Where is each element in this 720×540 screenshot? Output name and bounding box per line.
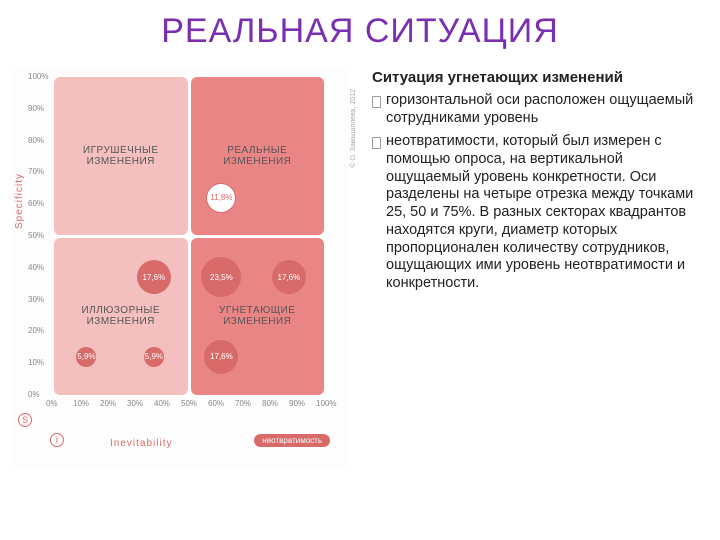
axis-label-y: Specificity [14, 173, 25, 229]
chart-column: © О. Замышляева, 2012 ИГРУШЕЧНЫЕИЗМЕНЕНИ… [10, 69, 360, 469]
chart-credit: © О. Замышляева, 2012 [350, 89, 357, 168]
chart-plot: ИГРУШЕЧНЫЕИЗМЕНЕНИЯ РЕАЛЬНЫЕИЗМЕНЕНИЯ ИЛЛЮ… [54, 77, 324, 395]
y-tick: 20% [28, 326, 44, 335]
chart-bubble: 5,9% [144, 347, 164, 367]
quadrant-bl: ИЛЛЮЗОРНЫЕИЗМЕНЕНИЯ [54, 238, 188, 396]
y-tick: 40% [28, 263, 44, 272]
quadrant-tl: ИГРУШЕЧНЫЕИЗМЕНЕНИЯ [54, 77, 188, 235]
chart-bubble: 17,6% [204, 340, 238, 374]
x-tick: 20% [100, 399, 116, 408]
x-tick: 40% [154, 399, 170, 408]
quadrant-tr: РЕАЛЬНЫЕИЗМЕНЕНИЯ [191, 77, 325, 235]
axis-badge-x: I [50, 433, 64, 447]
y-tick: 10% [28, 358, 44, 367]
y-tick: 70% [28, 167, 44, 176]
x-tick: 100% [316, 399, 336, 408]
content-row: © О. Замышляева, 2012 ИГРУШЕЧНЫЕИЗМЕНЕНИ… [0, 51, 720, 469]
chart-bubble: 17,6% [272, 260, 306, 294]
text-column: Ситуация угнетающих изменений горизонтал… [360, 69, 706, 469]
x-tick: 50% [181, 399, 197, 408]
subtitle: Ситуация угнетающих изменений [372, 69, 706, 86]
y-tick: 50% [28, 231, 44, 240]
x-tick: 60% [208, 399, 224, 408]
y-tick: 90% [28, 104, 44, 113]
x-tick: 70% [235, 399, 251, 408]
y-tick: 100% [28, 72, 48, 81]
axis-badge-y: S [18, 413, 32, 427]
y-tick: 0% [28, 390, 40, 399]
x-tick: 90% [289, 399, 305, 408]
chart-bubble: 17,6% [137, 260, 171, 294]
bullet-list: горизонтальной оси расположен ощущаемый … [372, 92, 706, 293]
quadrant-label: ИЛЛЮЗОРНЫЕИЗМЕНЕНИЯ [81, 305, 160, 327]
chart-frame: © О. Замышляева, 2012 ИГРУШЕЧНЫЕИЗМЕНЕНИ… [10, 69, 350, 469]
y-tick: 30% [28, 295, 44, 304]
axis-pill: неотвратимость [254, 434, 330, 447]
y-tick: 60% [28, 199, 44, 208]
x-tick: 10% [73, 399, 89, 408]
bullet-item: неотвратимости, который был измерен с по… [372, 133, 706, 292]
slide-title: РЕАЛЬНАЯ СИТУАЦИЯ [0, 0, 720, 51]
axis-label-x: Inevitability [110, 438, 172, 449]
x-tick: 30% [127, 399, 143, 408]
x-tick: 80% [262, 399, 278, 408]
y-tick: 80% [28, 136, 44, 145]
x-tick: 0% [46, 399, 58, 408]
bullet-item: горизонтальной оси расположен ощущаемый … [372, 92, 706, 127]
quadrant-label: РЕАЛЬНЫЕИЗМЕНЕНИЯ [223, 145, 291, 167]
quadrant-label: ИГРУШЕЧНЫЕИЗМЕНЕНИЯ [83, 145, 159, 167]
quadrant-label: УГНЕТАЮЩИЕИЗМЕНЕНИЯ [219, 305, 295, 327]
